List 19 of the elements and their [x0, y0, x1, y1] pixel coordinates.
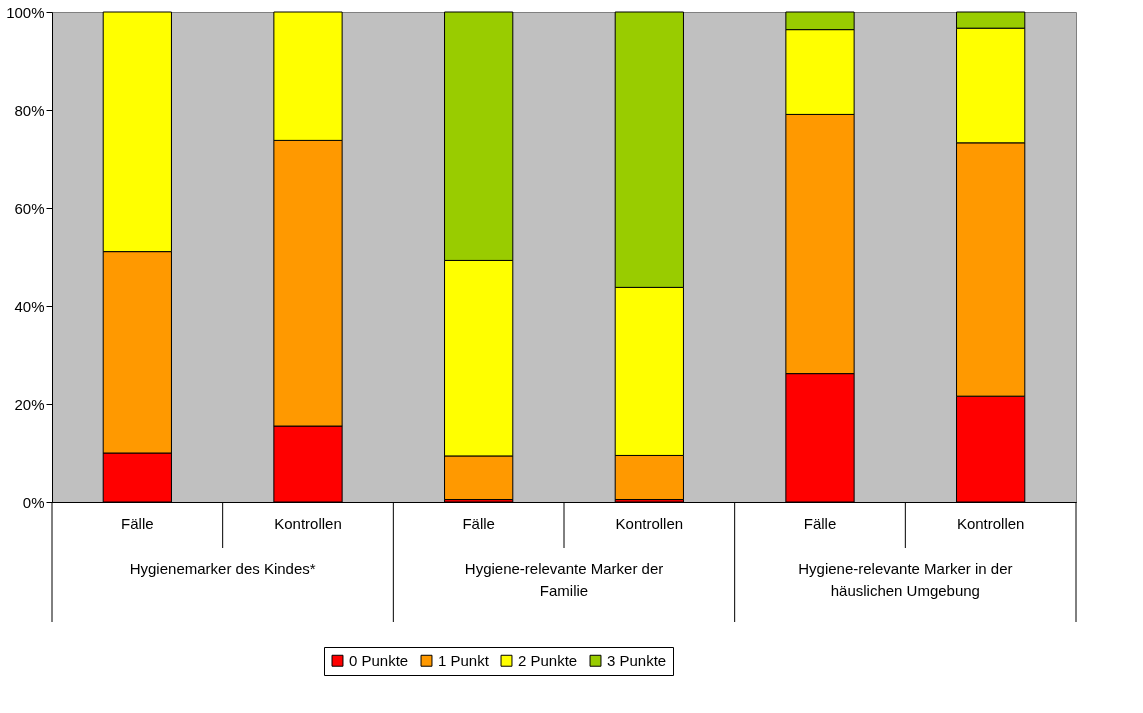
- y-tick-label: 0%: [22, 493, 45, 511]
- legend-label: 0 Punkte: [349, 651, 409, 669]
- text: Hygienemarker des Kindes*: [129, 560, 316, 577]
- y-tick-label: 60%: [14, 199, 45, 217]
- text: Hygiene-relevante Marker der Familie: [464, 560, 664, 599]
- x-tick-label: Fälle: [462, 514, 495, 532]
- legend-label: 3 Punkte: [607, 651, 667, 669]
- y-tick-label: 40%: [14, 297, 45, 315]
- legend-label: 1 Punkt: [438, 651, 490, 669]
- y-tick-label: 80%: [14, 101, 45, 119]
- y-tick-label: 100%: [6, 3, 45, 21]
- x-tick-label: Kontrollen: [615, 514, 684, 532]
- x-tick-label: Fälle: [121, 514, 154, 532]
- x-tick-label: Fälle: [803, 514, 837, 532]
- text: Hygiene-relevante Marker in der häuslichen Umgebung: [798, 560, 1013, 599]
- y-tick-label: 20%: [14, 395, 45, 413]
- x-tick-label: Kontrollen: [956, 514, 1025, 532]
- x-tick-label: Kontrollen: [274, 514, 342, 532]
- legend-label: 2 Punkte: [518, 651, 578, 669]
